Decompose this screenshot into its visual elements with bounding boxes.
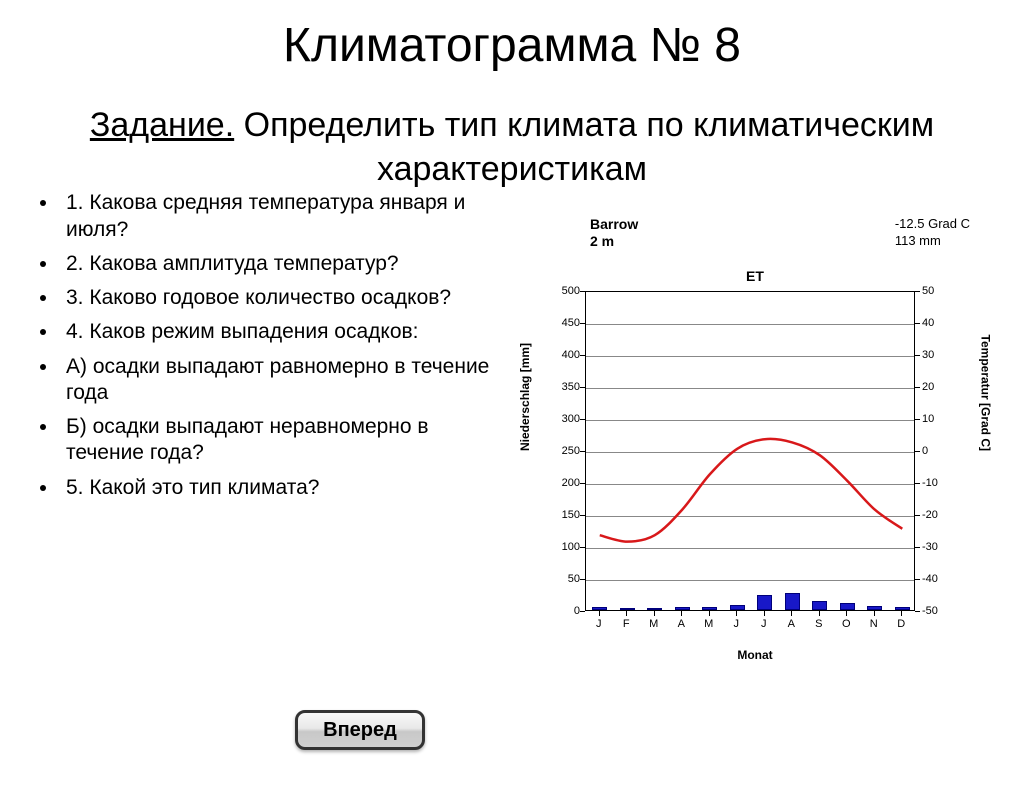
y-left-tick: 200 [540,477,580,489]
y-right-tick: -40 [922,573,962,585]
y-right-tick: 10 [922,413,962,425]
x-tick: A [788,618,795,630]
x-tick: A [678,618,685,630]
plot-area [585,291,915,611]
x-tick: M [704,618,713,630]
temperature-line [586,292,916,612]
bullet-icon [40,364,46,370]
x-axis-label: Monat [520,648,990,662]
questions-list: 1. Какова средняя температура января и и… [30,186,510,505]
y-right-tick: -50 [922,605,962,617]
question-item: 5. Какой это тип климата? [30,471,510,505]
bullet-icon [40,424,46,430]
koppen-code: ET [520,268,990,284]
bullet-icon [40,295,46,301]
question-item: 3. Каково годовое количество осадков? [30,281,510,315]
y-axis-right-label: Temperatur [Grad C] [978,335,992,451]
y-right-tick: -20 [922,509,962,521]
question-text: А) осадки выпадают равномерно в течение … [66,354,510,407]
question-text: 2. Какова амплитуда температур? [66,251,399,277]
bullet-icon [40,200,46,206]
y-right-tick: 30 [922,349,962,361]
page-title: Климатограмма № 8 [0,18,1024,73]
question-text: 1. Какова средняя температура января и и… [66,190,510,243]
x-tick: M [649,618,658,630]
bullet-icon [40,485,46,491]
y-axis-left-label: Niederschlag [mm] [518,343,532,451]
question-text: 4. Каков режим выпадения осадков: [66,319,419,345]
y-right-tick: 40 [922,317,962,329]
y-left-tick: 500 [540,285,580,297]
forward-button[interactable]: Вперед [295,710,425,750]
x-tick: J [761,618,767,630]
questions-panel: 1. Какова средняя температура января и и… [30,176,510,676]
y-left-tick: 300 [540,413,580,425]
y-right-tick: 50 [922,285,962,297]
y-left-tick: 450 [540,317,580,329]
y-left-tick: 150 [540,509,580,521]
y-left-tick: 350 [540,381,580,393]
y-left-tick: 100 [540,541,580,553]
x-tick: J [734,618,740,630]
y-left-tick: 400 [540,349,580,361]
question-text: Б) осадки выпадают неравномерно в течени… [66,414,510,467]
y-left-tick: 250 [540,445,580,457]
question-text: 3. Каково годовое количество осадков? [66,285,451,311]
x-tick: D [897,618,905,630]
y-left-tick: 50 [540,573,580,585]
chart-station: Barrow 2 m [590,216,638,250]
bullet-icon [40,329,46,335]
bullet-icon [40,261,46,267]
x-tick: J [596,618,602,630]
chart-annual: -12.5 Grad C 113 mm [895,216,970,250]
x-tick: O [842,618,851,630]
y-right-tick: -30 [922,541,962,553]
question-item: Б) осадки выпадают неравномерно в течени… [30,410,510,471]
y-right-tick: 20 [922,381,962,393]
subtitle-underlined: Задание. [90,106,234,144]
question-item: 2. Какова амплитуда температур? [30,247,510,281]
question-item: 4. Каков режим выпадения осадков: [30,315,510,349]
y-right-tick: 0 [922,445,962,457]
question-item: 1. Какова средняя температура января и и… [30,186,510,247]
x-tick: F [623,618,630,630]
x-tick: S [815,618,822,630]
question-text: 5. Какой это тип климата? [66,475,319,501]
y-left-tick: 0 [540,605,580,617]
x-tick: N [870,618,878,630]
climatogram-chart: Barrow 2 m -12.5 Grad C 113 mm ET Nieder… [520,216,990,676]
question-item: А) осадки выпадают равномерно в течение … [30,350,510,411]
y-right-tick: -10 [922,477,962,489]
